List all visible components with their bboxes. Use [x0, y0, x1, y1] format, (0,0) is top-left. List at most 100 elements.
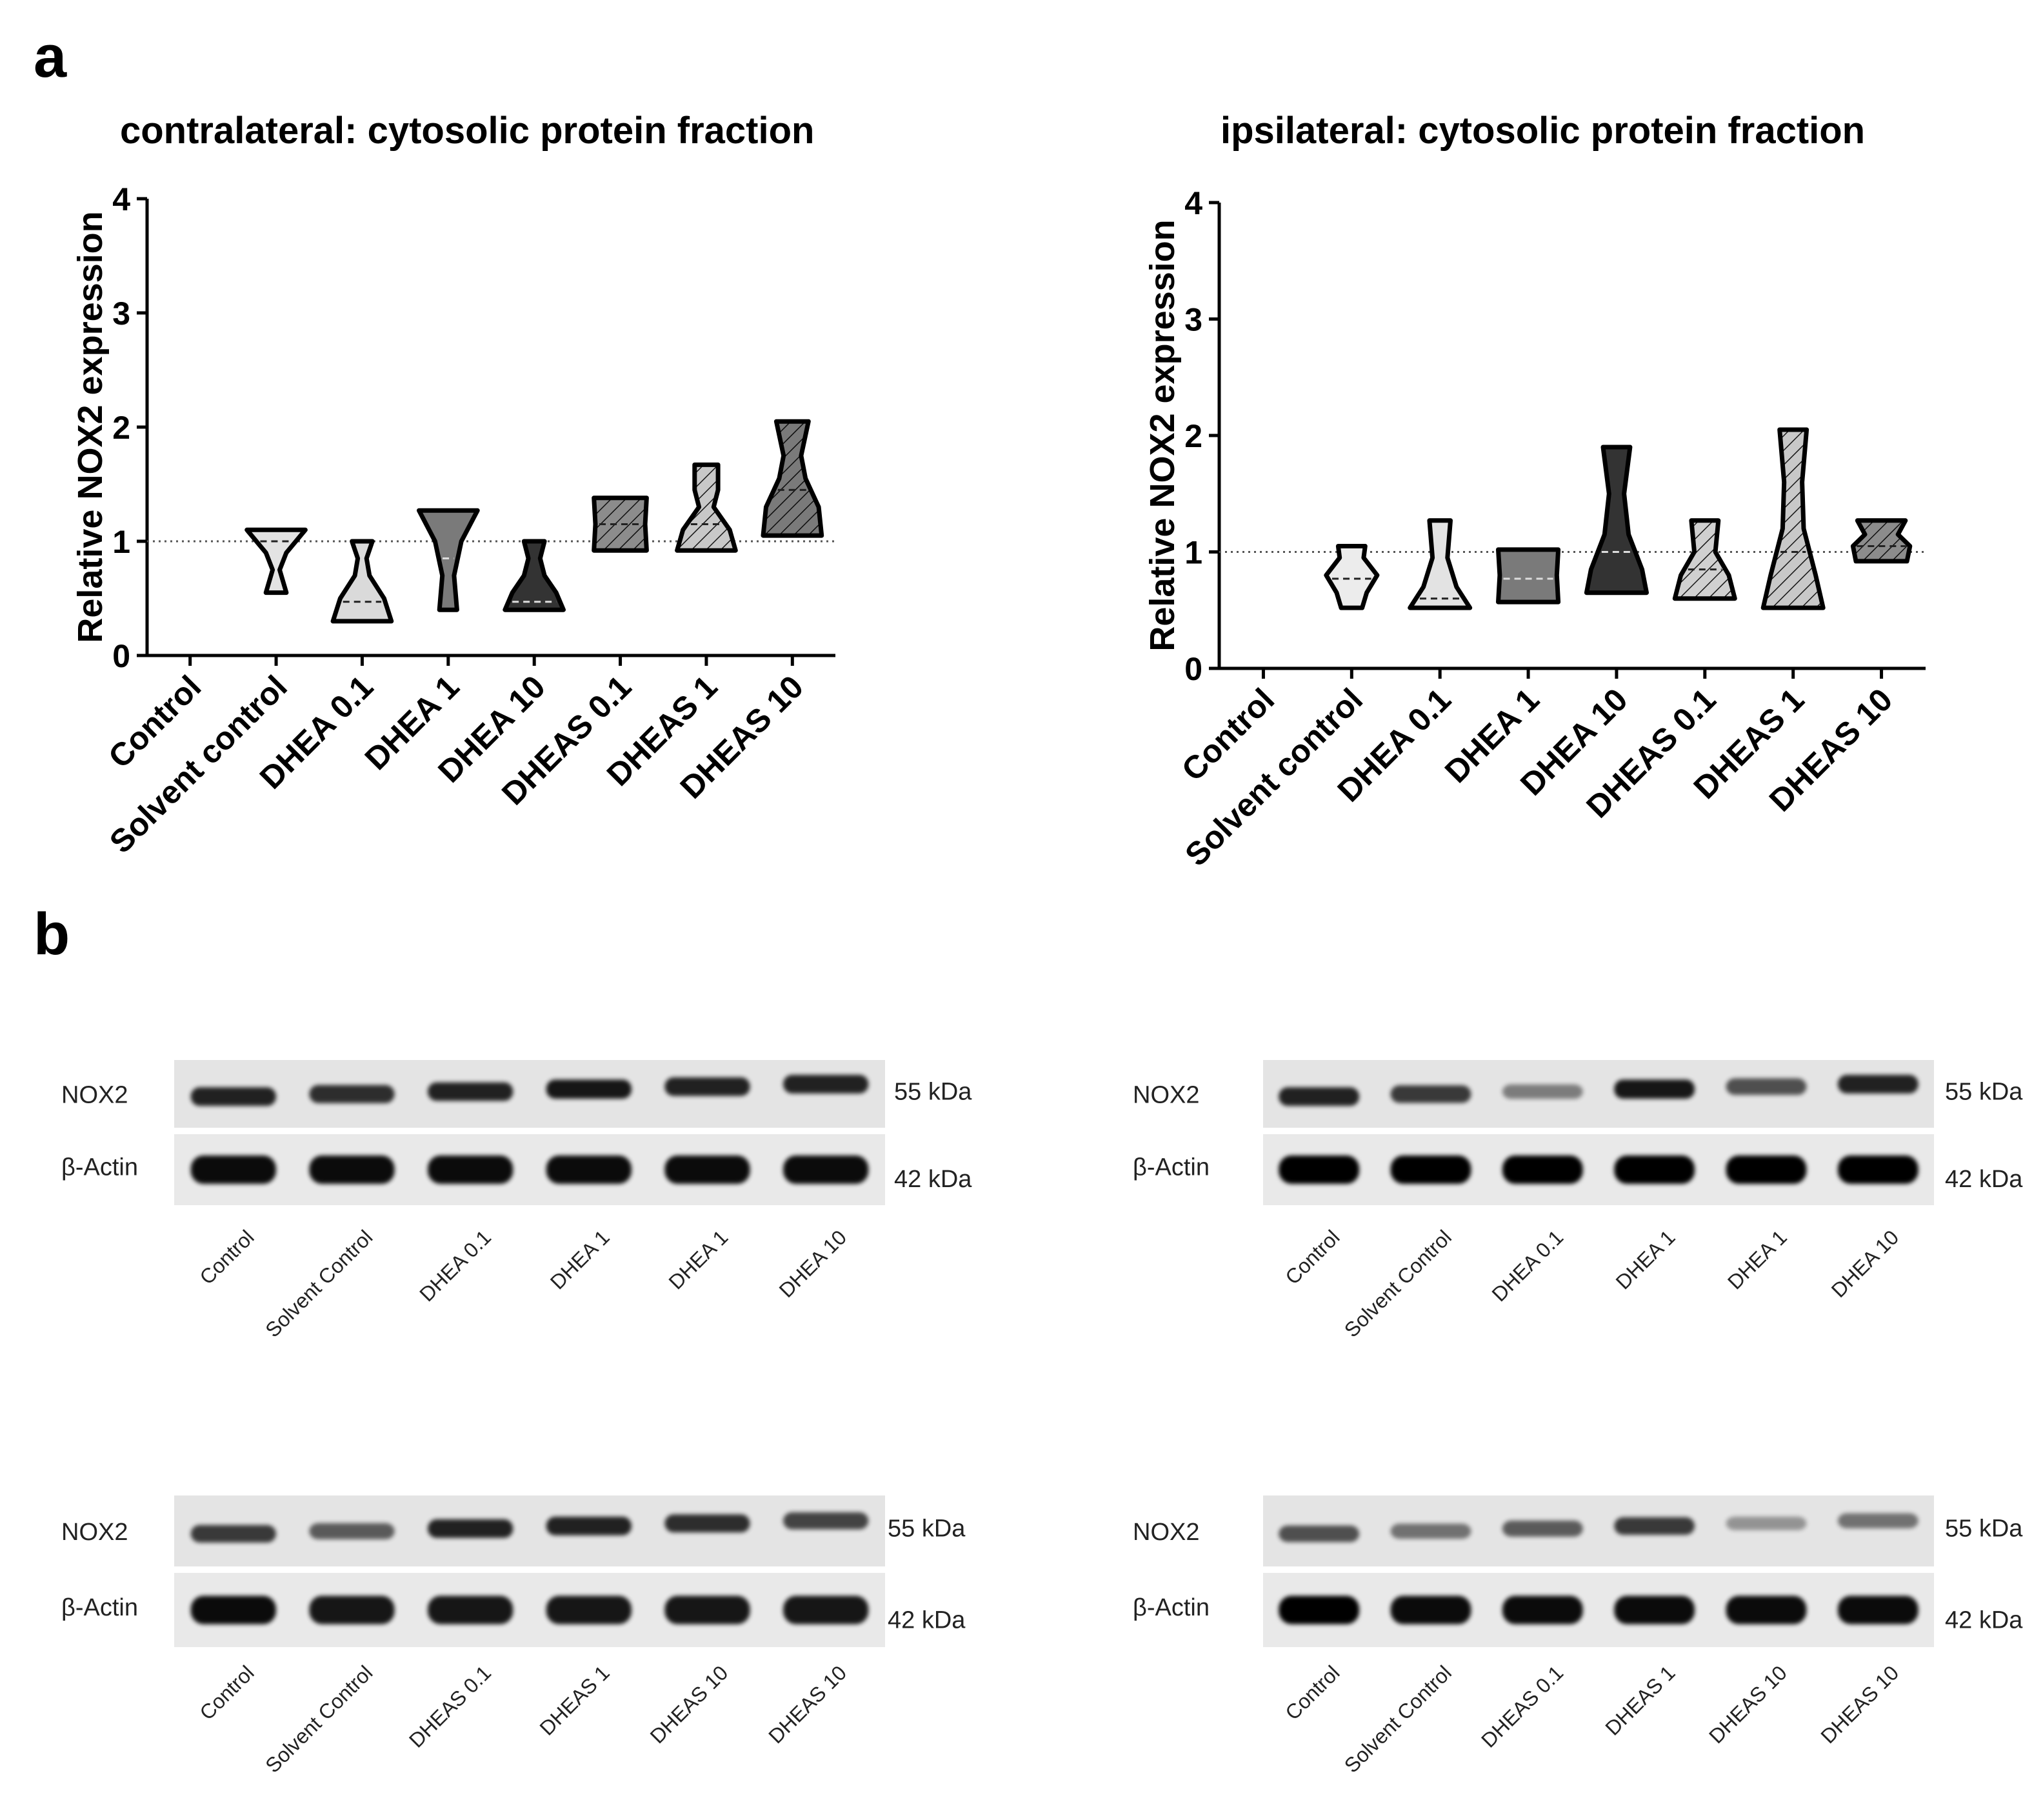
- actin-band: [428, 1155, 513, 1184]
- actin-band: [1502, 1595, 1583, 1625]
- y-tick-label: 0: [112, 638, 130, 674]
- nox2-band: [1614, 1079, 1695, 1099]
- violin-fill: [1498, 549, 1559, 603]
- actin-membrane: [174, 1134, 885, 1205]
- nox2-band: [309, 1523, 395, 1539]
- actin-band: [1390, 1595, 1471, 1625]
- actin-band: [1614, 1595, 1695, 1625]
- nox2-band: [1837, 1513, 1918, 1528]
- lane-label: Control: [195, 1225, 258, 1288]
- y-tick-label: 0: [1184, 651, 1202, 687]
- violin-hatch: [677, 465, 736, 551]
- violin-outline: [675, 462, 738, 553]
- violin-outline: [1324, 544, 1380, 610]
- violin-outline: [761, 419, 824, 538]
- violin-chart-contralateral: contralateral: cytosolic protein fractio…: [71, 110, 835, 860]
- actin-band: [1502, 1155, 1583, 1184]
- actin-kda-label: 42 kDa: [1945, 1606, 2023, 1634]
- violin-fill: [504, 541, 564, 610]
- actin-band: [1837, 1595, 1918, 1625]
- nox2-kda-label: 55 kDa: [1945, 1515, 2023, 1543]
- lane-label: DHEAS 10: [646, 1661, 733, 1748]
- nox2-label: NOX2: [1133, 1082, 1199, 1109]
- actin-band: [1279, 1155, 1360, 1184]
- violin-fill: [1326, 546, 1377, 608]
- violin-outline: [330, 539, 394, 624]
- actin-kda-label: 42 kDa: [894, 1166, 972, 1193]
- actin-kda-label: 42 kDa: [888, 1606, 966, 1634]
- y-tick-label: 4: [112, 181, 130, 217]
- nox2-band: [1726, 1516, 1807, 1530]
- violin-outline: [244, 527, 308, 595]
- y-axis-label: Relative NOX2 expression: [1143, 219, 1182, 651]
- nox2-band: [1502, 1520, 1583, 1537]
- actin-band: [1726, 1155, 1807, 1184]
- lane-label: Control: [1281, 1225, 1344, 1288]
- actin-band: [190, 1595, 276, 1625]
- lane-label: DHEA 1: [1611, 1225, 1680, 1294]
- lane-label: DHEAS 0.1: [404, 1661, 495, 1752]
- nox2-band: [428, 1082, 513, 1101]
- nox2-band: [190, 1087, 276, 1106]
- lane-label: DHEAS 10: [764, 1661, 851, 1748]
- violin-fill: [1586, 447, 1647, 593]
- nox2-label: NOX2: [61, 1519, 128, 1546]
- nox2-band: [1502, 1084, 1583, 1099]
- lane-label: DHEAS 0.1: [1477, 1661, 1568, 1752]
- nox2-kda-label: 55 kDa: [1945, 1078, 2023, 1105]
- y-axis-label: Relative NOX2 expression: [71, 211, 110, 643]
- nox2-band: [190, 1525, 276, 1543]
- violin-hatch: [1675, 520, 1735, 599]
- violin-outline: [592, 495, 649, 553]
- lane-label: Control: [195, 1661, 258, 1724]
- violin-outline: [1850, 518, 1913, 564]
- actin-band: [428, 1595, 513, 1625]
- actin-band: [664, 1155, 750, 1184]
- actin-membrane: [174, 1573, 885, 1647]
- violin-hatch: [1853, 520, 1910, 561]
- chart-title: ipsilateral: cytosolic protein fraction: [1221, 110, 1865, 152]
- nox2-band: [428, 1519, 513, 1538]
- actin-band: [783, 1155, 869, 1184]
- lane-label: Solvent Control: [261, 1661, 377, 1777]
- violin-hatch: [1763, 430, 1824, 608]
- lane-label: DHEA 0.1: [1487, 1225, 1568, 1306]
- actin-membrane: [1263, 1573, 1934, 1647]
- nox2-band: [1726, 1078, 1807, 1095]
- lane-label: DHEA 1: [546, 1225, 614, 1294]
- actin-membrane: [1263, 1134, 1934, 1205]
- nox2-label: NOX2: [61, 1082, 128, 1109]
- y-tick-label: 1: [112, 524, 130, 560]
- violin-outline: [1760, 427, 1826, 610]
- nox2-band: [783, 1512, 869, 1530]
- violin-outline: [503, 539, 566, 612]
- lane-label: DHEA 1: [664, 1225, 733, 1294]
- actin-kda-label: 42 kDa: [1945, 1166, 2023, 1193]
- actin-band: [1279, 1595, 1360, 1625]
- lane-label: DHEAS 10: [1704, 1661, 1791, 1748]
- y-tick-label: 4: [1184, 185, 1202, 221]
- nox2-band: [1614, 1517, 1695, 1535]
- y-tick-label: 1: [1184, 535, 1202, 571]
- violin-outline: [1408, 518, 1473, 610]
- actin-label: β-Actin: [61, 1594, 138, 1621]
- lane-label: DHEA 10: [775, 1225, 852, 1302]
- lane-label: DHEA 10: [1827, 1225, 1904, 1302]
- y-tick-label: 3: [1184, 302, 1202, 338]
- lane-label: Solvent Control: [1340, 1225, 1456, 1341]
- actin-band: [546, 1595, 632, 1625]
- nox2-band: [664, 1514, 750, 1533]
- nox2-band: [546, 1079, 632, 1099]
- violin-outline: [1584, 445, 1649, 595]
- actin-band: [309, 1155, 395, 1184]
- nox2-band: [783, 1075, 869, 1094]
- lane-label: DHEA 1: [1723, 1225, 1791, 1294]
- nox2-band: [1390, 1523, 1471, 1539]
- western-blot-3: Control Solvent Control DHEAS 0.1 DHEAS 1 DH…: [61, 1495, 966, 1777]
- violin-hatch: [763, 421, 822, 536]
- y-tick-label: 2: [112, 410, 130, 446]
- nox2-membrane: [174, 1060, 885, 1128]
